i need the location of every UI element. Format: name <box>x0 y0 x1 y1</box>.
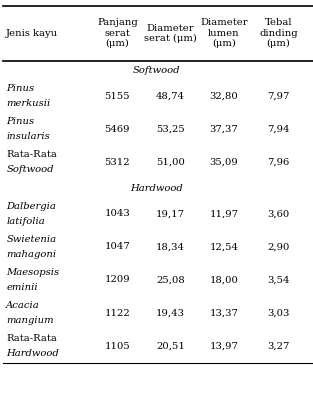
Text: Acacia: Acacia <box>6 301 40 310</box>
Text: 25,08: 25,08 <box>156 275 185 285</box>
Text: Rata-Rata: Rata-Rata <box>6 150 57 160</box>
Text: latifolia: latifolia <box>6 217 45 226</box>
Text: 13,37: 13,37 <box>209 308 238 318</box>
Text: 5155: 5155 <box>105 92 130 101</box>
Text: 12,54: 12,54 <box>209 242 238 252</box>
Text: mahagoni: mahagoni <box>6 250 56 259</box>
Text: Rata-Rata: Rata-Rata <box>6 334 57 343</box>
Text: merkusii: merkusii <box>6 99 50 108</box>
Text: Softwood: Softwood <box>6 165 54 174</box>
Text: 32,80: 32,80 <box>209 92 238 101</box>
Text: Pinus: Pinus <box>6 84 34 94</box>
Text: 1105: 1105 <box>105 341 130 351</box>
Text: 20,51: 20,51 <box>156 341 185 351</box>
Text: Dalbergia: Dalbergia <box>6 202 56 211</box>
Text: 7,94: 7,94 <box>267 125 290 134</box>
Text: Diameter
lumen
(μm): Diameter lumen (μm) <box>200 18 248 49</box>
Text: 5469: 5469 <box>105 125 130 134</box>
Text: 1122: 1122 <box>105 308 130 318</box>
Text: 1047: 1047 <box>105 242 130 252</box>
Text: 7,96: 7,96 <box>267 158 290 167</box>
Text: 48,74: 48,74 <box>156 92 185 101</box>
Text: 7,97: 7,97 <box>267 92 290 101</box>
Text: 1043: 1043 <box>105 209 130 219</box>
Text: Softwood: Softwood <box>133 66 180 75</box>
Text: 18,00: 18,00 <box>209 275 238 285</box>
Text: Panjang
serat
(μm): Panjang serat (μm) <box>97 18 138 49</box>
Text: Diameter
serat (μm): Diameter serat (μm) <box>144 23 197 43</box>
Text: 1209: 1209 <box>105 275 130 285</box>
Text: 5312: 5312 <box>105 158 130 167</box>
Text: 19,17: 19,17 <box>156 209 185 219</box>
Text: 3,54: 3,54 <box>267 275 290 285</box>
Text: Hardwood: Hardwood <box>6 349 59 358</box>
Text: 37,37: 37,37 <box>209 125 238 134</box>
Text: 13,97: 13,97 <box>209 341 238 351</box>
Text: Hardwood: Hardwood <box>130 183 183 193</box>
Text: 19,43: 19,43 <box>156 308 185 318</box>
Text: eminii: eminii <box>6 283 38 292</box>
Text: Maesopsis: Maesopsis <box>6 268 59 277</box>
Text: mangium: mangium <box>6 316 54 325</box>
Text: 2,90: 2,90 <box>267 242 290 252</box>
Text: Swietenia: Swietenia <box>6 235 56 244</box>
Text: 18,34: 18,34 <box>156 242 185 252</box>
Text: 51,00: 51,00 <box>156 158 185 167</box>
Text: 3,27: 3,27 <box>267 341 290 351</box>
Text: 35,09: 35,09 <box>209 158 238 167</box>
Text: Pinus: Pinus <box>6 117 34 127</box>
Text: Tebal
dinding
(μm): Tebal dinding (μm) <box>259 18 298 49</box>
Text: 3,03: 3,03 <box>267 308 290 318</box>
Text: 53,25: 53,25 <box>156 125 185 134</box>
Text: Jenis kayu: Jenis kayu <box>6 29 59 38</box>
Text: 3,60: 3,60 <box>267 209 290 219</box>
Text: 11,97: 11,97 <box>209 209 238 219</box>
Text: insularis: insularis <box>6 132 50 141</box>
